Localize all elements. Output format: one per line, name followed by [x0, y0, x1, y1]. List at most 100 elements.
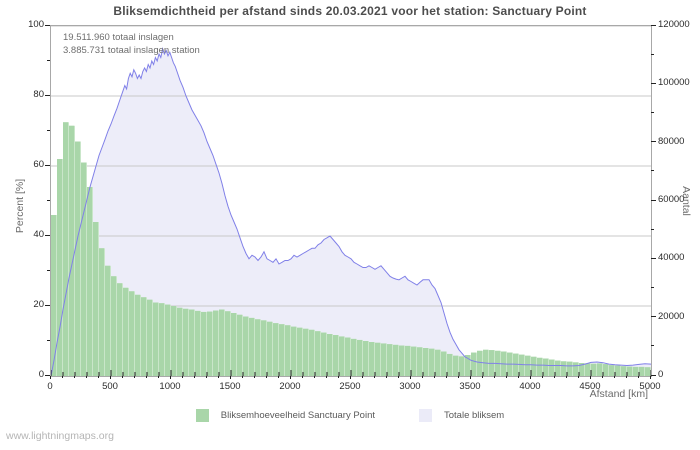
- x-axis-minor-tick: [181, 376, 183, 378]
- x-axis-tick: [409, 376, 411, 379]
- y-axis-tick-label: 20: [33, 299, 44, 310]
- x-axis-tick-label: 4500: [579, 381, 601, 392]
- x-axis-minor-tick: [253, 376, 255, 378]
- x-axis-minor-tick: [277, 376, 279, 378]
- y-axis-title-percent: Percent [%]: [14, 178, 26, 234]
- x-axis-tick-label: 4000: [519, 381, 541, 392]
- x-axis-minor-tick: [457, 376, 459, 378]
- y2-axis-minor-tick: [651, 345, 654, 347]
- y2-axis-tick: [651, 199, 656, 201]
- y2-axis-tick-label: 20000: [658, 310, 685, 322]
- x-axis-tick-label: 1000: [159, 381, 181, 392]
- y-axis-tick: [45, 24, 50, 26]
- y2-axis-tick-label: 40000: [658, 252, 685, 264]
- x-axis-tick: [649, 376, 651, 379]
- x-axis-minor-tick: [61, 376, 63, 378]
- y-axis-tick: [45, 234, 50, 236]
- y2-axis-tick: [651, 374, 656, 376]
- x-axis-minor-tick: [517, 376, 519, 378]
- y2-axis-tick: [651, 82, 656, 84]
- x-axis-minor-tick: [217, 376, 219, 378]
- y-axis-tick-label: 100: [28, 19, 44, 30]
- x-axis-minor-tick: [373, 376, 375, 378]
- legend-label-station: Bliksemhoeveelheid Sanctuary Point: [220, 410, 375, 421]
- y2-axis-minor-tick: [651, 53, 654, 55]
- legend-item-total: Totale bliksem: [419, 409, 504, 422]
- x-axis-tick-label: 5000: [639, 381, 661, 392]
- y-axis-minor-tick: [47, 339, 50, 341]
- x-axis-minor-tick: [265, 376, 267, 378]
- y2-axis-tick: [651, 141, 656, 143]
- x-axis-title-afstand: Afstand [km]: [589, 388, 648, 400]
- y2-axis-tick-label: 80000: [658, 135, 685, 147]
- y2-axis-tick-label: 120000: [658, 19, 690, 30]
- plot-area: 19.511.960 totaal inslagen 3.885.731 tot…: [50, 25, 652, 377]
- legend-item-station: Bliksemhoeveelheid Sanctuary Point: [195, 409, 375, 422]
- y-axis-minor-tick: [47, 129, 50, 131]
- x-axis-minor-tick: [121, 376, 123, 378]
- x-axis-minor-tick: [433, 376, 435, 378]
- x-axis-tick: [529, 376, 531, 379]
- x-axis-minor-tick: [553, 376, 555, 378]
- y-axis-tick: [45, 94, 50, 96]
- x-axis-tick: [49, 376, 51, 379]
- y-axis-tick: [45, 374, 50, 376]
- y-axis-tick-label: 60: [33, 159, 44, 170]
- x-axis-minor-tick: [157, 376, 159, 378]
- y2-axis-tick-label: 100000: [658, 77, 690, 89]
- x-axis-minor-tick: [361, 376, 363, 378]
- y-axis-tick: [45, 304, 50, 306]
- watermark-lightningmaps: www.lightningmaps.org: [6, 430, 114, 442]
- x-axis-minor-tick: [577, 376, 579, 378]
- x-axis-minor-tick: [337, 376, 339, 378]
- x-axis-tick-label: 2500: [339, 381, 361, 392]
- y-axis-tick-label: 80: [33, 89, 44, 100]
- x-axis-minor-tick: [301, 376, 303, 378]
- x-axis-minor-tick: [613, 376, 615, 378]
- y2-axis-minor-tick: [651, 287, 654, 288]
- legend-label-total: Totale bliksem: [444, 410, 505, 421]
- x-axis-minor-tick: [85, 376, 87, 378]
- x-axis-minor-tick: [73, 376, 75, 378]
- y2-axis-minor-tick: [651, 170, 654, 172]
- chart-legend: Bliksemhoeveelheid Sanctuary Point Total…: [0, 409, 700, 422]
- x-axis-minor-tick: [205, 376, 207, 378]
- x-axis-tick: [349, 376, 351, 379]
- y2-axis-tick-label: 0: [658, 369, 664, 380]
- x-axis-minor-tick: [133, 376, 135, 378]
- x-axis-minor-tick: [325, 376, 327, 378]
- annotation-total-strikes: 19.511.960 totaal inslagen: [63, 32, 174, 43]
- x-axis-tick: [169, 376, 171, 379]
- chart-canvas: [51, 26, 651, 376]
- x-axis-minor-tick: [193, 376, 195, 378]
- x-axis-tick-label: 3000: [399, 381, 421, 392]
- x-axis-minor-tick: [493, 376, 495, 378]
- x-axis-minor-tick: [397, 376, 399, 378]
- x-axis-minor-tick: [601, 376, 603, 378]
- x-axis-minor-tick: [97, 376, 99, 378]
- y2-axis-minor-tick: [651, 112, 654, 113]
- x-axis-tick-label: 0: [47, 381, 53, 392]
- x-axis-tick-label: 3500: [459, 381, 481, 392]
- x-axis-minor-tick: [145, 376, 147, 378]
- x-axis-minor-tick: [481, 376, 483, 378]
- x-axis-minor-tick: [505, 376, 507, 378]
- chart-title: Bliksemdichtheid per afstand sinds 20.03…: [113, 4, 587, 18]
- x-axis-minor-tick: [625, 376, 627, 378]
- x-axis-tick: [229, 376, 231, 379]
- x-axis-tick-label: 1500: [219, 381, 241, 392]
- y-axis-tick-label: 40: [33, 229, 44, 240]
- annotation-station-strikes: 3.885.731 totaal inslagen station: [63, 45, 200, 56]
- x-axis-tick: [589, 376, 591, 379]
- x-axis-minor-tick: [241, 376, 243, 378]
- x-axis-minor-tick: [637, 376, 639, 378]
- y-axis-tick: [45, 164, 50, 166]
- y2-axis-tick: [651, 316, 656, 318]
- x-axis-tick: [289, 376, 291, 379]
- x-axis-minor-tick: [385, 376, 387, 378]
- x-axis-tick-label: 2000: [279, 381, 301, 392]
- x-axis-tick: [109, 376, 111, 379]
- x-axis-tick-label: 500: [102, 381, 118, 392]
- y-axis-minor-tick: [47, 59, 50, 61]
- legend-swatch-lavender: [419, 409, 432, 422]
